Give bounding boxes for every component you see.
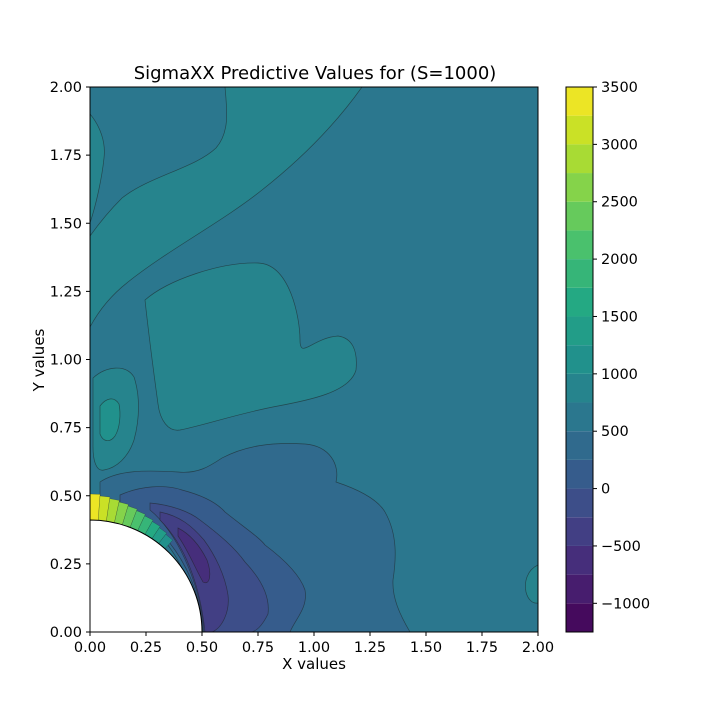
colorbar-bin xyxy=(566,287,593,317)
y-tick-label: 2.00 xyxy=(50,80,82,96)
colorbar-tick-label: 2000 xyxy=(601,252,638,268)
colorbar-tick-label: 1500 xyxy=(601,309,638,325)
y-tick-label: 1.50 xyxy=(50,216,82,232)
colorbar-tick-label: 0 xyxy=(601,482,610,498)
colorbar-bin xyxy=(566,431,593,460)
y-tick-label: 0.75 xyxy=(50,421,82,437)
colorbar-bin xyxy=(566,201,593,231)
x-tick-label: 0.25 xyxy=(130,640,162,656)
colorbar-bin xyxy=(566,545,593,575)
colorbar-bin xyxy=(566,259,593,288)
colorbar-bin xyxy=(566,402,593,432)
colorbar-bin xyxy=(566,87,593,116)
x-tick-label: 1.50 xyxy=(410,640,442,656)
y-tick-label: 0.25 xyxy=(50,557,82,573)
colorbar-bin xyxy=(566,517,593,546)
chart-title: SigmaXX Predictive Values for (S=1000) xyxy=(134,63,497,84)
compression-peak-region xyxy=(159,511,229,632)
colorbar-bin xyxy=(566,488,593,518)
colorbar-tick-label: 2500 xyxy=(601,195,638,211)
y-tick-label: 1.75 xyxy=(50,148,82,164)
x-tick-label: 0.00 xyxy=(74,640,106,656)
colorbar-tick-label: 3000 xyxy=(601,137,638,153)
colorbar-bin xyxy=(566,345,593,374)
x-axis-label: X values xyxy=(282,655,346,673)
colorbar-bin xyxy=(566,115,593,145)
colorbar-tick-label: −1000 xyxy=(601,596,650,612)
x-tick-label: 1.00 xyxy=(298,640,330,656)
x-tick-label: 0.50 xyxy=(186,640,218,656)
x-tick-label: 2.00 xyxy=(522,640,554,656)
x-tick-label: 0.75 xyxy=(242,640,274,656)
colorbar-bin xyxy=(566,603,593,632)
y-axis-label: Y values xyxy=(30,328,48,392)
hole-region xyxy=(90,519,203,632)
y-tick-label: 0.00 xyxy=(50,625,82,641)
colorbar-bin xyxy=(566,574,593,604)
colorbar-bin xyxy=(566,373,593,403)
middle-lobe-region xyxy=(144,262,357,431)
x-tick-label: 1.75 xyxy=(466,640,498,656)
colorbar-frame xyxy=(565,86,594,633)
colorbar-bin xyxy=(566,230,593,260)
x-tick-label: 1.25 xyxy=(354,640,386,656)
axes: 0.00 0.25 0.50 0.75 1.00 1.25 1.50 1.75 2.00 0.00… xyxy=(50,80,554,656)
colorbar-bin xyxy=(566,316,593,346)
left-edge-band-region xyxy=(90,113,105,224)
plot-area xyxy=(90,87,538,632)
compression-core-region xyxy=(177,527,211,584)
colorbar-bin xyxy=(566,173,593,202)
colorbar-tick-label: 1000 xyxy=(601,367,638,383)
colorbar-bin xyxy=(566,144,593,174)
colorbar-tick-label: 500 xyxy=(601,424,629,440)
y-tick-label: 0.50 xyxy=(50,489,82,505)
y-tick-label: 1.00 xyxy=(50,353,82,369)
colorbar-bin xyxy=(566,459,593,489)
left-lobe-core-region xyxy=(99,398,121,441)
colorbar-tick-label: −500 xyxy=(601,539,641,555)
colorbar-tick-label: 3500 xyxy=(601,80,638,96)
y-tick-label: 1.25 xyxy=(50,284,82,300)
right-edge-patch-region xyxy=(525,564,538,604)
colorbar: −1000 −500 0 500 1000 1500 2000 2500 3000 3500 xyxy=(565,80,650,633)
upper-band-region xyxy=(90,87,363,328)
